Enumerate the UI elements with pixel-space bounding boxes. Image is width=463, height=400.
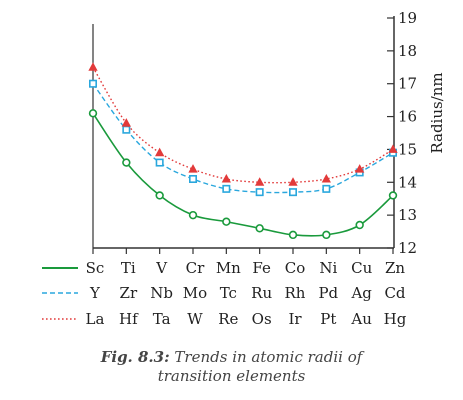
data-point-4d [222,184,231,193]
data-point-4d [288,188,297,197]
element-symbol-label: Ti [121,259,136,277]
y-axis-label: Radius/nm [428,72,446,153]
figure-caption-label: Fig. 8.3: [100,348,170,366]
element-symbol-label: Zr [120,284,138,302]
element-symbol-label: Re [218,310,238,328]
element-symbol-label: Ni [319,259,337,277]
element-symbol-label: Ag [350,284,372,302]
data-point-3d [122,158,131,167]
chart-axes: 12 13 14 15 16 17 18 19 Radius/nm [92,9,446,257]
data-point-3d [355,220,364,230]
element-symbol-label: Cu [351,259,372,277]
element-symbol-label: Pd [318,284,338,302]
y-tick-label: 19 [398,9,417,27]
element-symbol-label: Tc [220,284,237,302]
data-point-3d [288,230,298,240]
data-point-3d [388,191,398,200]
element-symbol-label: W [187,310,203,328]
data-point-4d [155,158,164,167]
data-point-3d [188,210,198,220]
y-tick-label: 18 [398,42,417,60]
data-point-4d [189,175,198,184]
data-point-3d [322,230,331,240]
data-point-3d [255,224,264,233]
data-point-5d [188,164,198,173]
element-symbol-label: Au [350,310,372,328]
data-point-5d [221,173,231,183]
element-symbol-label: Nb [150,284,173,302]
data-point-3d [88,109,98,118]
figure-caption-text-line-2: transition elements [157,367,306,385]
y-tick-label: 13 [398,206,417,224]
element-symbol-label: Cd [384,284,405,302]
series-line-4d [92,83,394,194]
chart-series [88,62,398,240]
element-symbol-label: Ir [288,310,302,328]
figure-caption-text-line-1: Trends in atomic radii of [174,348,363,366]
element-symbol-label: V [155,259,168,277]
data-point-5d [155,147,165,157]
element-symbol-label: Os [252,310,272,328]
element-symbol-label: Fe [252,259,271,277]
element-symbol-label: Zn [385,259,405,277]
element-symbol-label: Sc [86,259,105,277]
y-tick-label: 14 [398,173,417,191]
y-tick-label: 16 [398,108,417,126]
element-symbol-label: Ta [153,310,171,328]
element-label-rows: Sc Ti V Cr Mn Fe Co Ni Cu Zn Y Zr Nb Mo Tc Ru Rh Pd Ag Cd La… [42,259,407,328]
data-point-5d [288,177,298,186]
element-symbol-label: Co [285,259,306,277]
data-point-4d [89,79,98,88]
data-point-4d [122,125,131,134]
data-point-5d [321,173,331,183]
element-symbol-label: La [86,310,105,328]
data-point-4d [255,188,264,197]
element-symbol-label: Pt [320,310,336,328]
data-point-3d [155,191,164,200]
element-symbol-label: Y [89,284,101,302]
data-point-5d [388,144,398,153]
element-symbol-label: Hg [384,310,407,328]
series-line-3d [92,112,394,237]
data-point-5d [355,164,365,173]
y-tick-label: 17 [398,75,417,93]
element-symbol-label: Mn [216,259,241,277]
element-symbol-label: Hf [119,310,139,328]
atomic-radii-chart: 12 13 14 15 16 17 18 19 Radius/nm Sc Ti V Cr Mn Fe Co N… [42,9,446,328]
y-tick-label: 12 [398,239,417,257]
element-symbol-label: Ru [251,284,272,302]
data-point-4d [322,184,331,193]
data-point-3d [222,217,231,226]
element-symbol-label: Mo [183,284,207,302]
data-point-5d [88,62,98,71]
element-symbol-label: Cr [186,259,205,277]
y-tick-label: 15 [398,140,417,158]
figure-caption: Fig. 8.3: Trends in atomic radii of tran… [0,348,463,386]
data-point-5d [255,177,265,186]
data-point-5d [121,118,131,127]
element-symbol-label: Rh [285,284,306,302]
series-line-5d [92,66,394,184]
